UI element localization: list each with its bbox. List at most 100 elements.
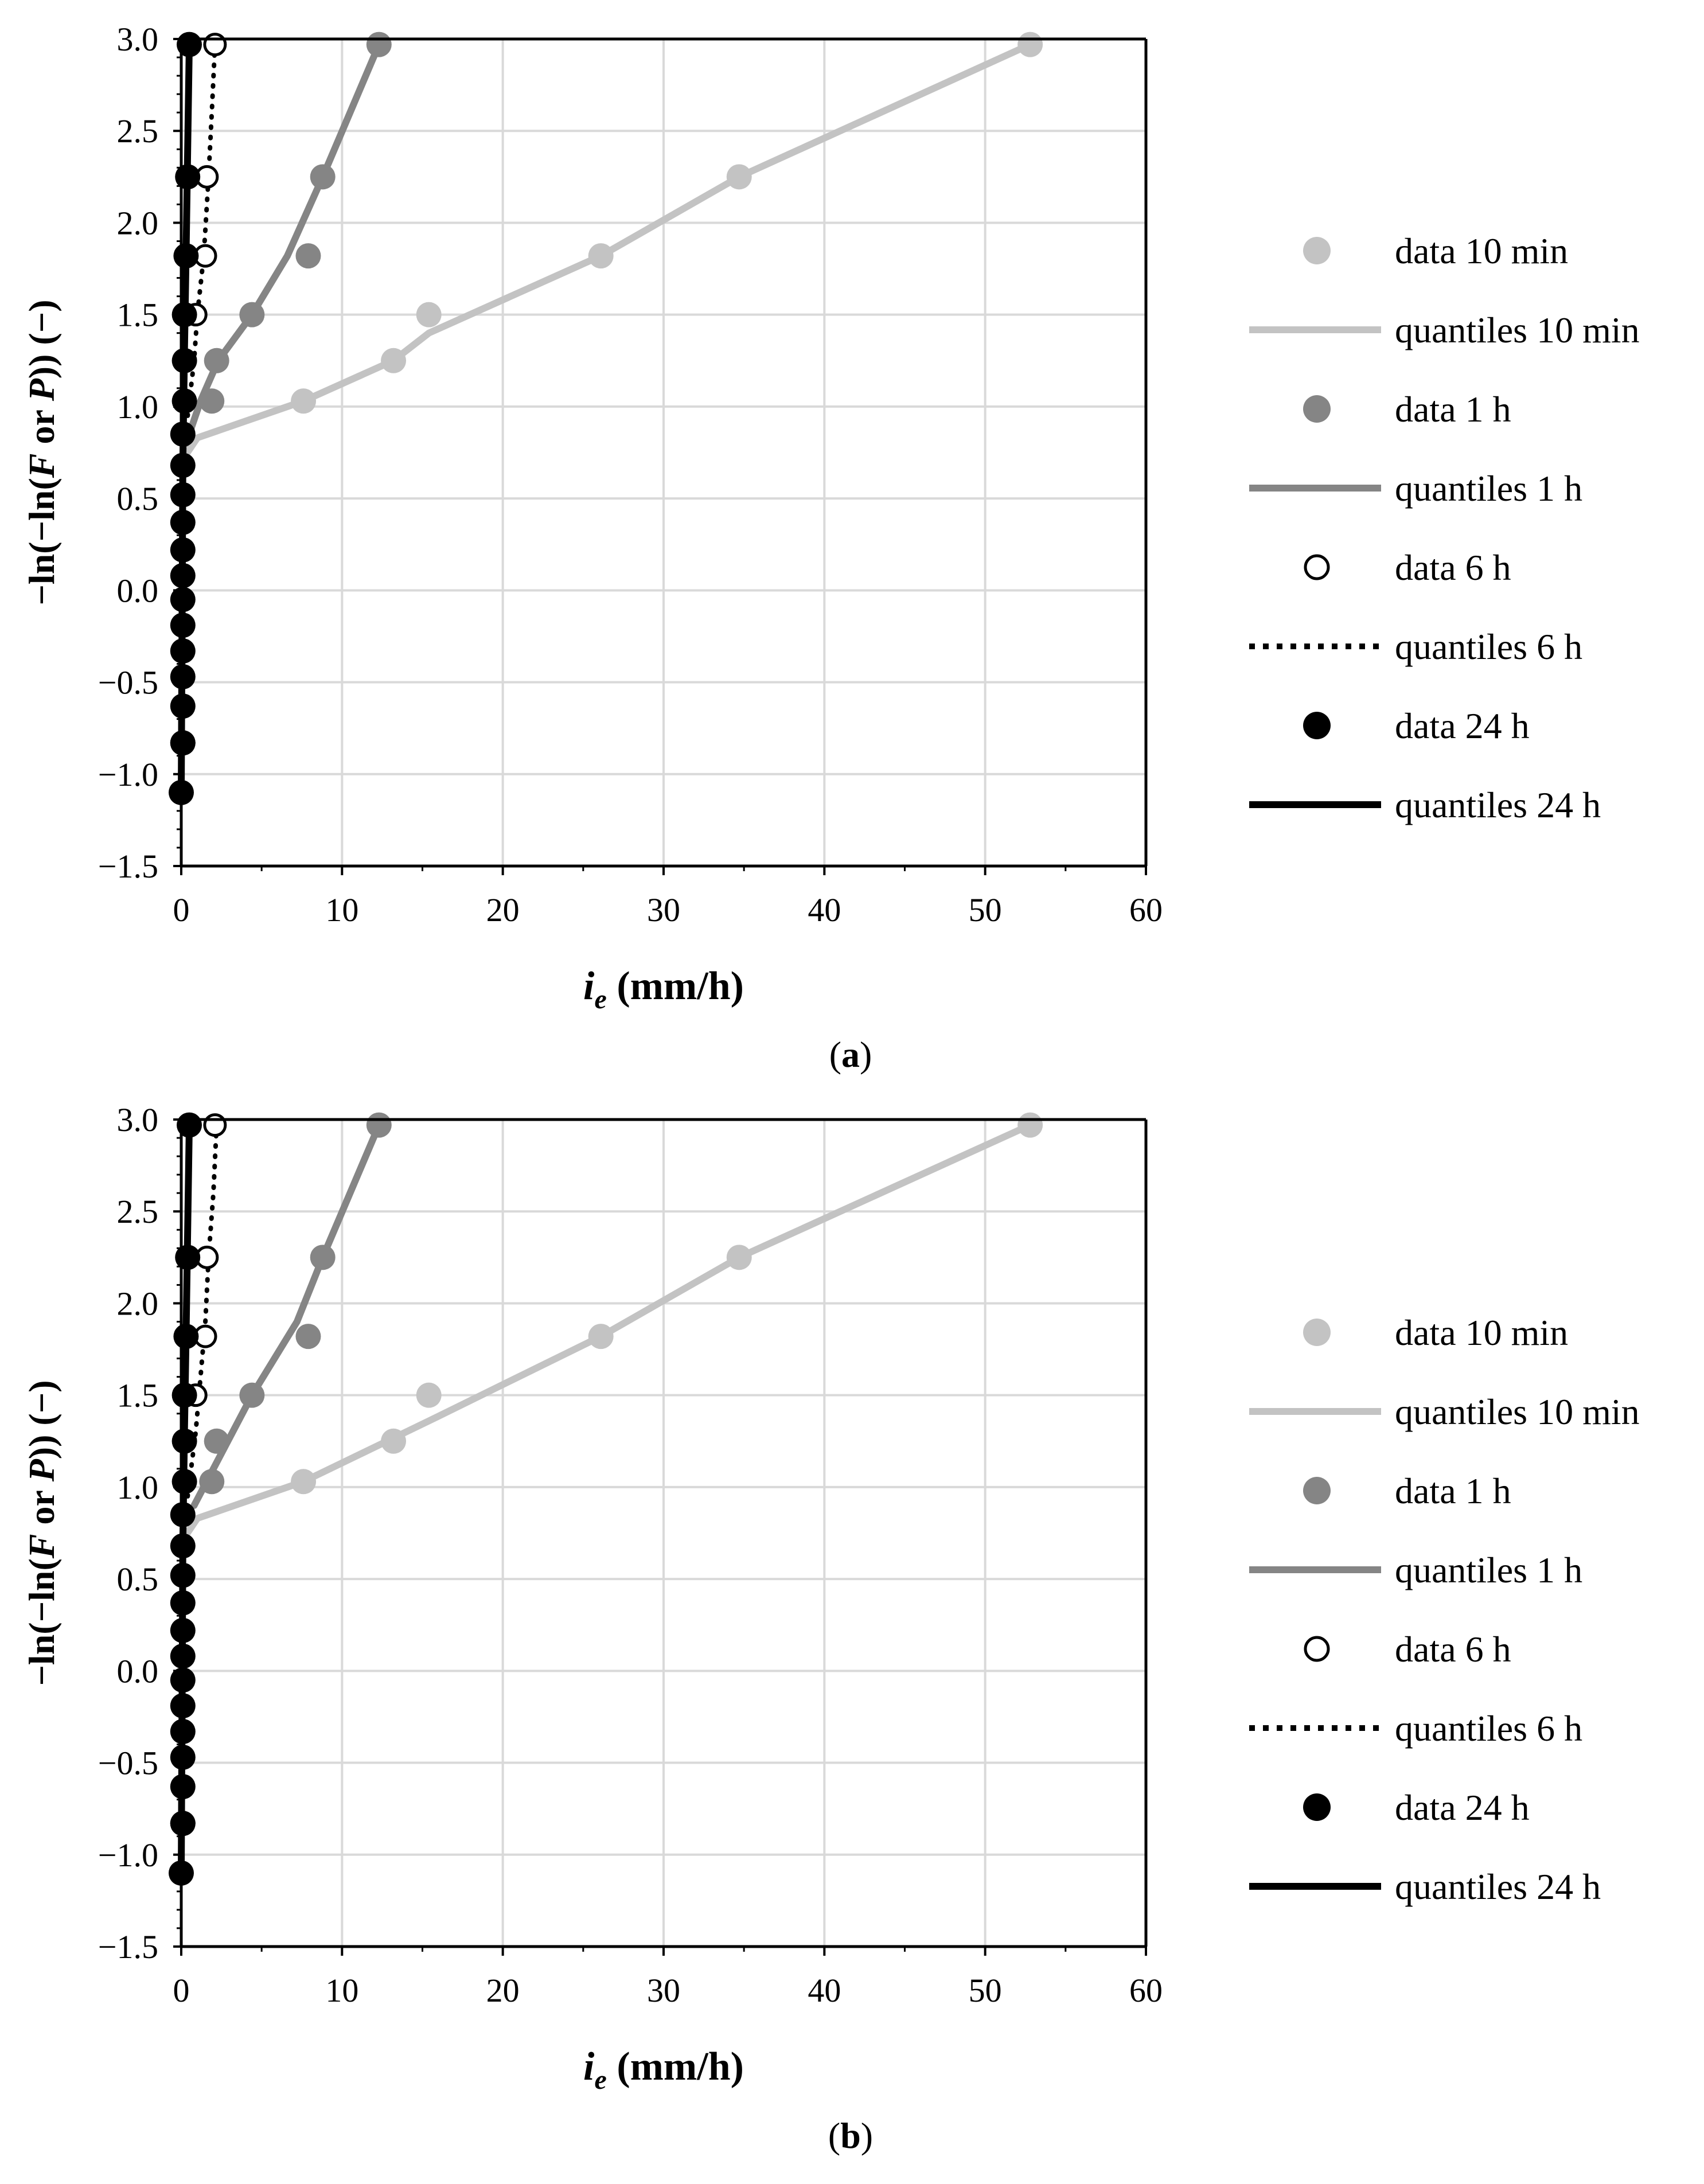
data-point-24h bbox=[171, 388, 197, 414]
data-point-10min bbox=[416, 302, 442, 327]
legend-label: quantiles 10 min bbox=[1395, 310, 1640, 350]
legend-label: quantiles 24 h bbox=[1395, 1866, 1601, 1907]
data-point-24h bbox=[170, 563, 196, 588]
data-point-24h bbox=[170, 482, 196, 508]
y-tick-label: 1.5 bbox=[117, 1377, 159, 1414]
data-point-24h bbox=[170, 587, 196, 613]
y-tick-label: 1.0 bbox=[117, 1469, 159, 1506]
data-point-24h bbox=[170, 1533, 196, 1559]
data-point-24h bbox=[170, 1719, 196, 1745]
y-axis-label-part: −ln(−ln( bbox=[21, 1558, 62, 1686]
data-point-1h bbox=[204, 348, 229, 373]
y-tick-label: 3.0 bbox=[117, 1101, 159, 1138]
data-point-24h bbox=[171, 1428, 197, 1454]
data-point-24h bbox=[170, 613, 196, 638]
y-tick-label: 2.0 bbox=[117, 1285, 159, 1322]
x-tick-label: 30 bbox=[647, 891, 680, 929]
x-tick-label: 50 bbox=[969, 891, 1002, 929]
data-point-24h bbox=[171, 302, 197, 327]
data-point-1h bbox=[199, 1469, 225, 1495]
x-axis-label-subscript: e bbox=[595, 2065, 607, 2095]
legend-label: data 10 min bbox=[1395, 1312, 1568, 1353]
y-tick-label: −1.0 bbox=[98, 1836, 158, 1874]
x-axis-label-units: (mm/h) bbox=[607, 964, 744, 1008]
data-point-10min bbox=[1017, 32, 1043, 57]
x-tick-label: 60 bbox=[1129, 1972, 1163, 2009]
data-point-24h bbox=[170, 537, 196, 563]
y-tick-label: 3.0 bbox=[117, 21, 159, 58]
x-axis-label: ie (mm/h) bbox=[583, 964, 744, 1015]
legend-label: data 1 h bbox=[1395, 1471, 1511, 1511]
legend-label: data 10 min bbox=[1395, 231, 1568, 271]
data-point-24h bbox=[171, 1469, 197, 1495]
y-tick-label: 2.5 bbox=[117, 1193, 159, 1230]
legend: data 10 min quantiles 10 min data 1 h quant… bbox=[1249, 231, 1640, 825]
y-tick-label: 0.5 bbox=[117, 1561, 159, 1598]
x-tick-label: 40 bbox=[808, 1972, 841, 2009]
data-point-24h bbox=[170, 664, 196, 689]
legend-marker-10min bbox=[1303, 1319, 1331, 1346]
data-point-24h bbox=[170, 1590, 196, 1616]
data-point-24h bbox=[170, 453, 196, 478]
data-point-6h bbox=[203, 33, 227, 57]
y-tick-label: 1.5 bbox=[117, 297, 159, 334]
data-point-10min bbox=[1017, 1112, 1043, 1138]
y-tick-label: 0.0 bbox=[117, 572, 159, 609]
data-point-24h bbox=[170, 1667, 196, 1693]
data-point-10min bbox=[381, 348, 407, 373]
y-tick-label: 0.0 bbox=[117, 1652, 159, 1690]
y-tick-label: −0.5 bbox=[98, 1745, 158, 1782]
legend-marker-1h bbox=[1303, 1477, 1331, 1504]
legend-marker-1h bbox=[1303, 395, 1331, 423]
data-point-24h bbox=[170, 1811, 196, 1836]
data-point-1h bbox=[310, 164, 336, 190]
panel-caption-letter: a bbox=[841, 1034, 860, 1075]
y-axis-label-part: or bbox=[21, 401, 62, 453]
y-axis-label: −ln(−ln(F or P)) (−) bbox=[21, 1380, 62, 1686]
data-point-24h bbox=[170, 1643, 196, 1669]
y-axis-label: −ln(−ln(F or P)) (−) bbox=[21, 299, 62, 605]
data-point-1h bbox=[295, 1324, 321, 1350]
y-tick-label: −0.5 bbox=[98, 664, 158, 701]
panel-caption: (b) bbox=[828, 2115, 873, 2156]
panel-caption-paren: ( bbox=[828, 2115, 840, 2156]
data-point-10min bbox=[416, 1382, 442, 1408]
data-point-24h bbox=[170, 693, 196, 719]
x-tick-label: 10 bbox=[325, 891, 358, 929]
x-axis-label: ie (mm/h) bbox=[583, 2045, 744, 2095]
legend-label: data 24 h bbox=[1395, 1787, 1530, 1828]
x-tick-label: 50 bbox=[969, 1972, 1002, 2009]
y-axis-label-part: F bbox=[21, 1534, 62, 1559]
legend-label: quantiles 24 h bbox=[1395, 785, 1601, 825]
data-point-6h bbox=[203, 1113, 227, 1137]
x-tick-label: 20 bbox=[486, 891, 520, 929]
y-tick-label: −1.0 bbox=[98, 756, 158, 793]
data-point-1h bbox=[366, 1112, 392, 1138]
data-point-24h bbox=[171, 1382, 197, 1408]
data-point-24h bbox=[170, 1502, 196, 1527]
data-point-24h bbox=[170, 1617, 196, 1643]
y-tick-label: 1.0 bbox=[117, 388, 159, 426]
y-axis-label-part: )) (−) bbox=[21, 1380, 62, 1459]
chart-panel-a: 3.0 2.5 2.0 1.5 1.0 0.5 0.0 −0.5 −1.0 −1.5 0 10 20 30… bbox=[21, 21, 1640, 1075]
y-axis-label-part: −ln(−ln( bbox=[21, 478, 62, 605]
data-point-24h bbox=[170, 1693, 196, 1719]
legend: data 10 min quantiles 10 min data 1 h quant… bbox=[1249, 1312, 1640, 1907]
panel-caption-letter: b bbox=[840, 2115, 861, 2156]
legend-label: quantiles 10 min bbox=[1395, 1391, 1640, 1432]
legend-label: data 1 h bbox=[1395, 389, 1511, 430]
panel-caption-paren: ( bbox=[829, 1034, 841, 1075]
data-point-24h bbox=[170, 1562, 196, 1588]
data-point-10min bbox=[726, 1245, 752, 1270]
legend-label: quantiles 1 h bbox=[1395, 468, 1582, 509]
data-point-24h bbox=[170, 1774, 196, 1800]
panel-caption: (a) bbox=[829, 1034, 872, 1075]
x-tick-label: 60 bbox=[1129, 891, 1163, 929]
x-axis-label-symbol: i bbox=[583, 2045, 595, 2089]
data-point-1h bbox=[199, 388, 225, 414]
data-point-10min bbox=[588, 1324, 614, 1350]
y-axis-label-part: or bbox=[21, 1481, 62, 1534]
y-axis-label-part: F bbox=[21, 454, 62, 479]
data-point-24h bbox=[173, 1324, 199, 1350]
legend-marker-6h bbox=[1304, 554, 1330, 580]
